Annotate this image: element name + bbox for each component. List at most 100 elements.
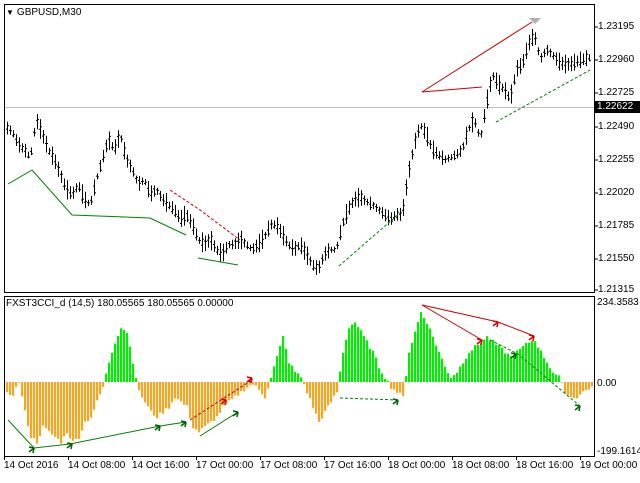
time-axis-label: 14 Oct 08:00 (68, 460, 126, 471)
buy-arrow-icon (510, 352, 517, 360)
symbol-title: ▼ GBPUSD,M30 (6, 7, 81, 18)
indicator-bar-bearish (9, 382, 12, 395)
indicator-bar-bullish (483, 339, 486, 382)
indicator-bar-bearish (258, 382, 261, 390)
indicator-bar-bullish (519, 348, 522, 382)
price-axis-label: 1.21550 (598, 253, 635, 264)
indicator-bar-bearish (189, 382, 192, 419)
dropdown-triangle-icon[interactable]: ▼ (6, 8, 14, 17)
indicator-bar-bullish (513, 356, 516, 382)
buy-arrow-icon (66, 442, 73, 450)
indicator-bar-bullish (558, 375, 561, 382)
indicator-bar-bullish (462, 363, 465, 382)
indicator-axis-label: -199.1614 (597, 446, 640, 457)
price-axis-label: 1.23195 (598, 21, 635, 32)
buy-arrow-icon (392, 398, 399, 406)
indicator-bar-bullish (384, 378, 387, 382)
indicator-bar-bearish (78, 382, 81, 439)
buy-arrow-icon (574, 404, 581, 412)
price-axis-label: 1.22960 (598, 54, 635, 65)
indicator-bar-bullish (129, 346, 132, 382)
indicator-bar-bearish (579, 382, 582, 395)
price-axis-label: 1.22490 (598, 121, 635, 132)
indicator-bar-bullish (555, 374, 558, 382)
indicator-bar-bullish (459, 366, 462, 382)
indicator-bar-bearish (570, 382, 573, 397)
indicator-bar-bullish (282, 336, 285, 382)
indicator-bar-bullish (300, 377, 303, 382)
indicator-bar-bearish (48, 382, 51, 431)
indicator-resistance-line (421, 304, 535, 337)
indicator-bar-bullish (297, 373, 300, 382)
indicator-bar-bearish (90, 382, 93, 418)
indicator-bar-bearish (306, 382, 309, 394)
indicator-bar-bearish (33, 382, 36, 439)
price-axis-label: 1.22725 (598, 87, 635, 98)
support-trendline (197, 257, 239, 266)
indicator-bar-bearish (591, 382, 594, 387)
indicator-bar-bearish (213, 382, 216, 422)
indicator-bar-bullish (549, 368, 552, 382)
sell-arrow-icon (528, 334, 535, 342)
time-axis-label: 19 Oct 00:00 (580, 460, 638, 471)
indicator-bar-bearish (216, 382, 219, 417)
indicator-bar-bullish (540, 350, 543, 382)
current-price-badge: 1.22622 (595, 101, 640, 113)
indicator-bar-bullish (510, 356, 513, 382)
indicator-bar-bullish (273, 366, 276, 382)
indicator-bar-bearish (63, 382, 66, 437)
indicator-bar-bullish (339, 371, 342, 382)
indicator-bar-bearish (255, 382, 258, 386)
indicator-bar-bullish (372, 350, 375, 382)
indicator-bar-bearish (243, 382, 246, 392)
indicator-bar-bearish (390, 382, 393, 389)
indicator-bar-bearish (327, 382, 330, 406)
indicator-bar-bullish (471, 350, 474, 382)
indicator-bar-bullish (543, 358, 546, 382)
indicator-bar-bullish (414, 331, 417, 382)
indicator-bar-bullish (132, 363, 135, 382)
indicator-bar-bullish (504, 353, 507, 382)
indicator-bar-bearish (153, 382, 156, 416)
indicator-bar-bearish (183, 382, 186, 405)
price-axis-label: 1.21785 (598, 220, 635, 231)
indicator-bar-bullish (498, 345, 501, 382)
indicator-bar-bullish (528, 342, 531, 382)
indicator-bar-bearish (24, 382, 27, 411)
indicator-bar-bullish (486, 336, 489, 382)
indicator-bar-bearish (231, 382, 234, 399)
indicator-axis-label: 234.3583 (597, 297, 639, 308)
indicator-bar-bearish (81, 382, 84, 431)
indicator-bar-bearish (72, 382, 75, 441)
indicator-bar-bullish (291, 365, 294, 382)
indicator-bar-bearish (171, 382, 174, 403)
symbol-label: GBPUSD,M30 (16, 7, 82, 18)
buy-arrow-icon (154, 424, 161, 432)
indicator-bar-bearish (252, 382, 255, 385)
indicator-bar-bearish (27, 382, 30, 427)
indicator-bar-bearish (564, 382, 567, 394)
indicator-bar-bearish (12, 382, 15, 396)
indicator-resistance-line (421, 304, 483, 341)
indicator-bar-bearish (330, 382, 333, 403)
indicator-bar-bullish (552, 372, 555, 382)
indicator-bar-bullish (381, 373, 384, 382)
indicator-bar-bearish (264, 382, 267, 399)
indicator-bar-bearish (561, 382, 564, 383)
indicator-bar-bullish (342, 352, 345, 382)
indicator-bar-bearish (219, 382, 222, 413)
time-axis-label: 17 Oct 00:00 (196, 460, 254, 471)
indicator-bar-bullish (447, 373, 450, 382)
indicator-bar-bearish (30, 382, 33, 439)
indicator-bar-bullish (120, 328, 123, 382)
price-panel-border (4, 4, 595, 293)
indicator-bar-bullish (411, 342, 414, 382)
support-trendline (7, 169, 187, 236)
indicator-bar-bearish (393, 382, 396, 390)
indicator-bar-bearish (315, 382, 318, 414)
indicator-bar-bearish (15, 382, 18, 387)
time-axis-label: 18 Oct 00:00 (388, 460, 446, 471)
indicator-bar-bearish (399, 382, 402, 393)
